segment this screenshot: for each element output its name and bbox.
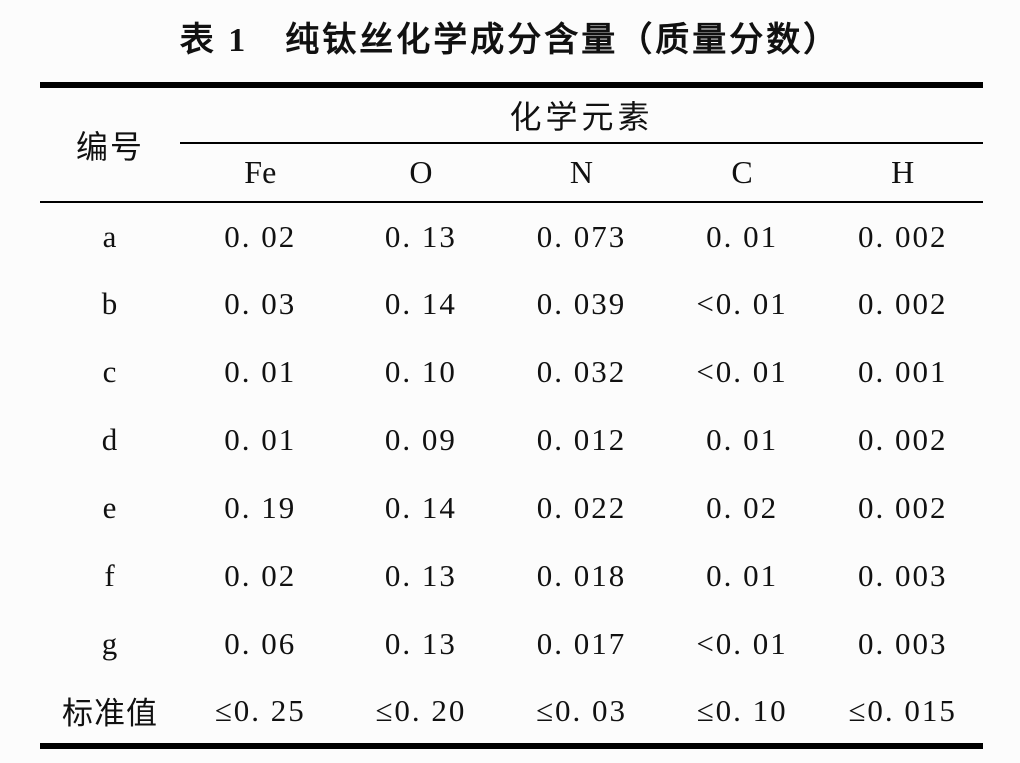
value-cell: 0. 001 (857, 354, 948, 389)
value-cell: 0. 02 (706, 490, 779, 525)
column-header-c: C (661, 143, 823, 203)
value-cell: 0. 06 (224, 626, 297, 661)
row-label: e (102, 490, 118, 525)
row-label: g (101, 626, 119, 661)
value-cell: 0. 13 (384, 218, 457, 254)
composition-table: 编号 化学元素 Fe O N C H a 0. 02 0. 13 0. 073 … (40, 82, 983, 749)
value-cell: 0. 01 (224, 422, 297, 457)
value-cell: 0. 09 (384, 422, 457, 457)
value-cell: 0. 012 (536, 422, 627, 457)
row-label-standard: 标准值 (62, 696, 158, 731)
value-cell: 0. 003 (857, 558, 948, 593)
value-cell: 0. 01 (224, 354, 297, 389)
value-cell: ≤0. 015 (848, 692, 957, 728)
value-cell: 0. 01 (706, 558, 779, 593)
table-row-f: f 0. 02 0. 13 0. 018 0. 01 0. 003 (40, 542, 983, 610)
row-label: b (101, 286, 119, 321)
value-cell: <0. 01 (696, 354, 788, 389)
value-cell: ≤0. 20 (375, 692, 467, 728)
value-cell: 0. 14 (384, 286, 457, 321)
value-cell: 0. 01 (706, 218, 779, 254)
table-row-c: c 0. 01 0. 10 0. 032 <0. 01 0. 001 (40, 338, 983, 406)
value-cell: ≤0. 25 (214, 692, 306, 728)
value-cell: 0. 002 (857, 490, 948, 525)
value-cell: 0. 017 (536, 626, 627, 661)
column-group-header-elements: 化学元素 (180, 85, 983, 144)
value-cell: 0. 02 (224, 558, 297, 593)
value-cell: 0. 002 (857, 286, 948, 321)
value-cell: 0. 01 (706, 422, 779, 457)
table-row-a: a 0. 02 0. 13 0. 073 0. 01 0. 002 (40, 202, 983, 270)
table-row-b: b 0. 03 0. 14 0. 039 <0. 01 0. 002 (40, 270, 983, 338)
value-cell: 0. 14 (384, 490, 457, 525)
value-cell: 0. 018 (536, 558, 627, 593)
value-cell: 0. 03 (224, 286, 297, 321)
column-header-id: 编号 (40, 85, 180, 203)
table-row-g: g 0. 06 0. 13 0. 017 <0. 01 0. 003 (40, 610, 983, 678)
table-title: 表 1 纯钛丝化学成分含量（质量分数） (179, 22, 841, 59)
column-header-h: H (822, 143, 983, 203)
value-cell: 0. 002 (857, 422, 948, 457)
table-row-e: e 0. 19 0. 14 0. 022 0. 02 0. 002 (40, 474, 983, 542)
row-label: c (102, 354, 118, 389)
value-cell: 0. 039 (536, 286, 627, 321)
value-cell: 0. 073 (536, 218, 627, 254)
value-cell: 0. 003 (857, 626, 948, 661)
value-cell: <0. 01 (696, 286, 788, 321)
value-cell: <0. 01 (696, 626, 788, 661)
value-cell: 0. 13 (384, 558, 457, 593)
row-label: f (104, 558, 116, 593)
row-label: d (101, 422, 119, 457)
column-header-fe: Fe (180, 143, 341, 203)
value-cell: 0. 02 (224, 218, 297, 254)
table-row-standard: 标准值 ≤0. 25 ≤0. 20 ≤0. 03 ≤0. 10 ≤0. 015 (40, 678, 983, 746)
value-cell: ≤0. 03 (535, 692, 627, 728)
table-row-d: d 0. 01 0. 09 0. 012 0. 01 0. 002 (40, 406, 983, 474)
column-header-n: N (501, 143, 662, 203)
value-cell: 0. 13 (384, 626, 457, 661)
value-cell: 0. 022 (536, 490, 627, 525)
column-header-o: O (340, 143, 502, 203)
value-cell: ≤0. 10 (696, 692, 788, 728)
value-cell: 0. 19 (224, 490, 297, 525)
row-label: a (102, 218, 118, 254)
value-cell: 0. 032 (536, 354, 627, 389)
value-cell: 0. 002 (857, 218, 948, 254)
value-cell: 0. 10 (384, 354, 457, 389)
